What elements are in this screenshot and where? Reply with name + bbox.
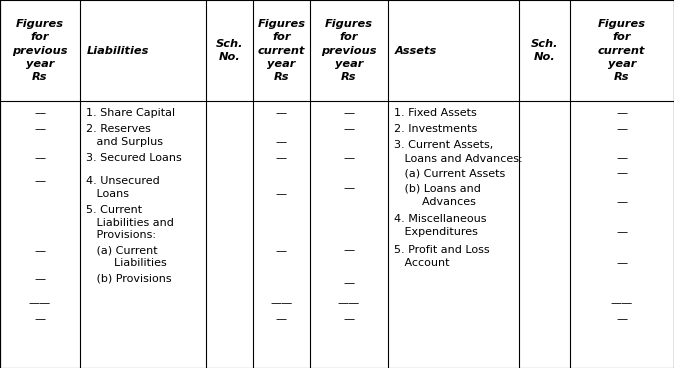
Text: —: — <box>34 314 45 323</box>
Text: —: — <box>34 245 45 256</box>
Text: Liabilities: Liabilities <box>86 258 167 268</box>
Text: —: — <box>276 108 287 118</box>
Text: (a) Current Assets: (a) Current Assets <box>394 168 506 178</box>
Text: and Surplus: and Surplus <box>86 137 163 147</box>
Text: Figures
for
current
year
Rs: Figures for current year Rs <box>257 19 305 82</box>
Text: —: — <box>343 277 355 288</box>
Text: (b) Provisions: (b) Provisions <box>86 274 172 284</box>
Text: Figures
for
previous
year
Rs: Figures for previous year Rs <box>12 19 67 82</box>
Text: 1. Fixed Assets: 1. Fixed Assets <box>394 108 477 118</box>
Text: Liabilities: Liabilities <box>86 46 149 56</box>
Text: Liabilities and: Liabilities and <box>86 217 174 227</box>
Text: —: — <box>616 197 627 207</box>
Text: —: — <box>276 137 287 147</box>
Text: —: — <box>343 153 355 163</box>
Text: 2. Reserves: 2. Reserves <box>86 124 151 134</box>
Text: —: — <box>343 245 355 255</box>
Text: Sch.
No.: Sch. No. <box>530 39 558 62</box>
Text: 1. Share Capital: 1. Share Capital <box>86 108 175 118</box>
Text: Loans: Loans <box>86 189 129 199</box>
Text: —: — <box>34 176 45 186</box>
Text: Advances: Advances <box>394 197 476 207</box>
Text: 2. Investments: 2. Investments <box>394 124 478 134</box>
Text: —: — <box>276 189 287 199</box>
Text: ——: —— <box>28 298 51 308</box>
Text: —: — <box>343 183 355 194</box>
Text: —: — <box>34 124 45 134</box>
Text: 4. Unsecured: 4. Unsecured <box>86 176 160 186</box>
Text: —: — <box>276 314 287 323</box>
Text: Provisions:: Provisions: <box>86 230 156 240</box>
Text: —: — <box>343 314 355 323</box>
Text: Expenditures: Expenditures <box>394 227 478 237</box>
Text: —: — <box>616 153 627 163</box>
Text: Assets: Assets <box>394 46 437 56</box>
Text: —: — <box>34 274 45 284</box>
Text: —: — <box>343 108 355 118</box>
Text: ——: —— <box>338 298 360 308</box>
Text: ——: —— <box>611 298 633 308</box>
Text: —: — <box>343 124 355 134</box>
Text: —: — <box>616 314 627 323</box>
Text: —: — <box>616 168 627 178</box>
Text: 5. Current: 5. Current <box>86 205 142 215</box>
Text: Figures
for
current
year
Rs: Figures for current year Rs <box>598 19 646 82</box>
Text: —: — <box>616 258 627 268</box>
Text: —: — <box>276 245 287 256</box>
Text: Figures
for
previous
year
Rs: Figures for previous year Rs <box>321 19 377 82</box>
Text: 3. Current Assets,: 3. Current Assets, <box>394 140 493 150</box>
Text: —: — <box>34 153 45 163</box>
Text: —: — <box>616 227 627 237</box>
Text: —: — <box>616 124 627 134</box>
Text: ——: —— <box>270 298 293 308</box>
Text: —: — <box>616 108 627 118</box>
Text: (a) Current: (a) Current <box>86 245 158 256</box>
Text: 3. Secured Loans: 3. Secured Loans <box>86 153 182 163</box>
Text: (b) Loans and: (b) Loans and <box>394 183 481 194</box>
Text: 4. Miscellaneous: 4. Miscellaneous <box>394 214 487 224</box>
Text: Account: Account <box>394 258 450 268</box>
Text: Sch.
No.: Sch. No. <box>216 39 243 62</box>
Text: —: — <box>276 153 287 163</box>
Text: —: — <box>34 108 45 118</box>
Text: 5. Profit and Loss: 5. Profit and Loss <box>394 245 490 255</box>
Text: Loans and Advances:: Loans and Advances: <box>394 153 523 163</box>
